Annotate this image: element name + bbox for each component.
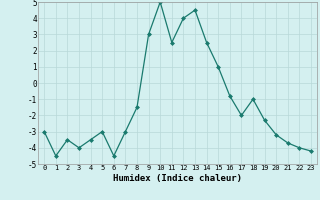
X-axis label: Humidex (Indice chaleur): Humidex (Indice chaleur): [113, 174, 242, 183]
